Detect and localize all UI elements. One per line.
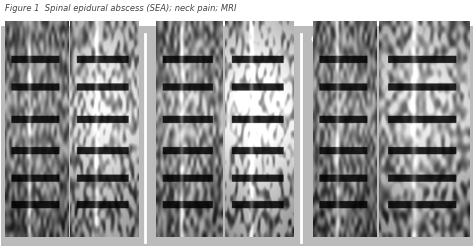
Text: B: B [155, 35, 164, 45]
Text: A: A [6, 35, 15, 45]
Text: C: C [311, 35, 319, 45]
Text: Figure 1  Spinal epidural abscess (SEA); neck pain; MRI: Figure 1 Spinal epidural abscess (SEA); … [5, 4, 236, 13]
